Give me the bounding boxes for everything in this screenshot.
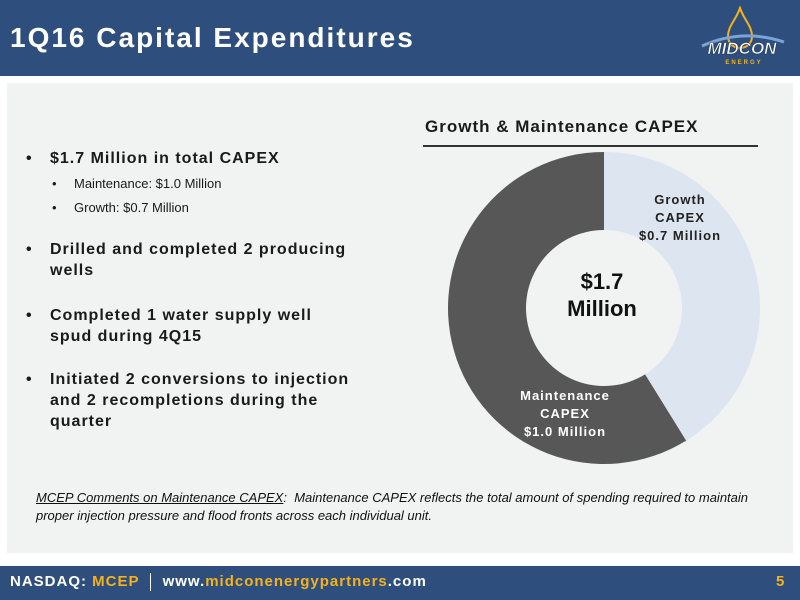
bullet-icon: • [26,307,33,324]
sub-bullet-growth: • Growth: $0.7 Million [52,200,189,215]
comment-text: Maintenance CAPEX reflects the total amo… [36,490,749,523]
slice-value-growth: $0.7 Million [638,228,722,243]
bullet-list: • $1.7 Million in total CAPEX • Maintena… [22,148,402,432]
bullet-icon: • [26,241,33,258]
content-panel [7,83,793,553]
slide-title: 1Q16 Capital Expenditures [10,22,415,53]
website-link[interactable]: www.midconenergypartners.com [162,573,427,590]
sub-bullet-maintenance: • Maintenance: $1.0 Million [52,176,222,191]
comment-label: MCEP Comments on Maintenance CAPEX [36,490,284,505]
donut-slice-growth [604,152,760,441]
logo-subtext: ENERGY [725,60,762,66]
bullet-conversions: • Initiated 2 conversions to injection a… [26,371,350,430]
exchange-label: NASDAQ: [10,573,87,590]
slide-footer: NASDAQ: MCEP www.midconenergypartners.co… [0,566,800,600]
bullet-water-well: • Completed 1 water supply well spud dur… [26,307,312,345]
chart-title: Growth & Maintenance CAPEX [425,117,699,136]
bullet-total-capex: • $1.7 Million in total CAPEX [26,150,280,167]
ticker-symbol: MCEP [92,573,140,590]
logo-text: MIDCON [708,39,778,58]
slice-value-maintenance: $1.0 Million [523,424,607,439]
bullet-icon: • [26,150,33,167]
capex-donut-chart [448,152,760,464]
maintenance-comment: MCEP Comments on Maintenance CAPEX: Main… [36,490,749,523]
slice-label-maintenance: Maintenance CAPEX $1.0 Million [490,387,640,441]
midcon-logo: MIDCON ENERGY [701,6,785,66]
slide-header: 1Q16 Capital Expenditures MIDCON ENERGY [0,0,800,76]
footer-separator [150,573,152,592]
donut-center-total: $1.7 Million [567,269,637,321]
bullet-drilled: • Drilled and completed 2 producing well… [26,241,347,279]
page-number: 5 [776,573,785,590]
logo-drop-icon [726,6,754,50]
donut-slice-maintenance [448,152,687,464]
bullet-icon: • [26,371,33,388]
bullet-icon: • [52,176,57,191]
logo-swoosh [701,34,785,48]
slice-label-growth: Growth CAPEX $0.7 Million [610,191,750,245]
chart-title-rule [423,145,758,147]
bullet-icon: • [52,200,57,215]
